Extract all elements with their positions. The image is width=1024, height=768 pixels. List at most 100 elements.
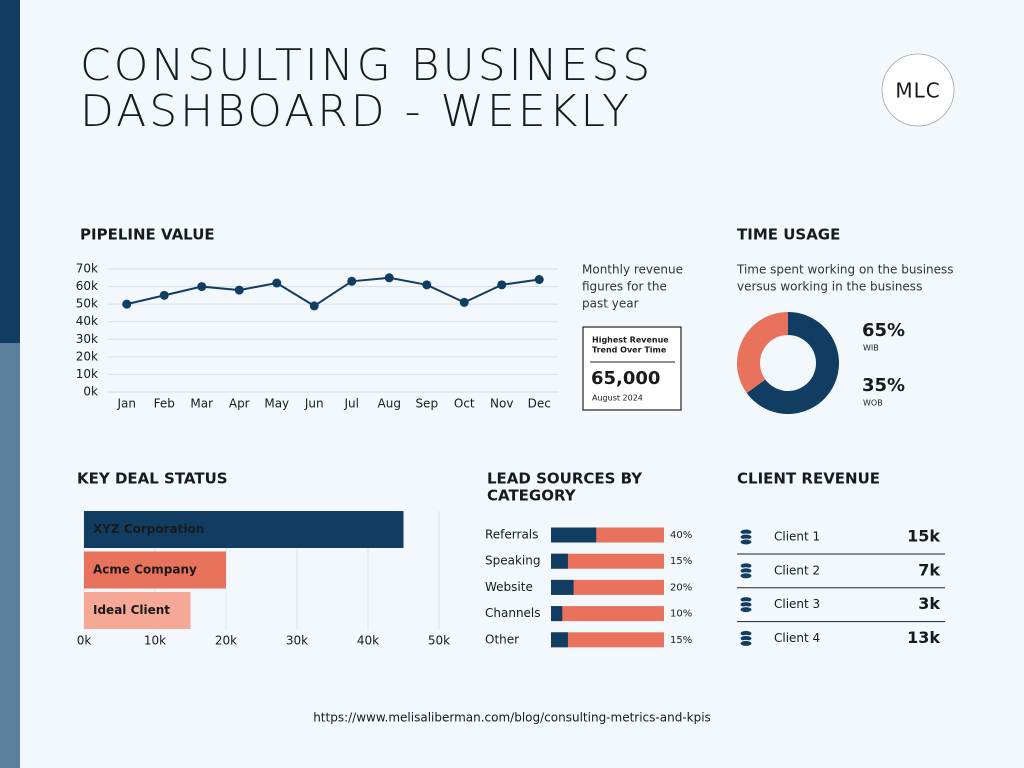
point — [272, 278, 282, 288]
bar-track — [551, 632, 664, 648]
icon-part — [739, 538, 753, 546]
icon-part — [739, 606, 753, 614]
legend-value: 65% — [862, 320, 905, 341]
highlight-value: 65,000 — [591, 368, 660, 389]
title: DASHBOARD - WEEKLY — [80, 86, 632, 137]
x-tick-label: Jul — [344, 397, 359, 411]
value-label: 40% — [670, 530, 692, 541]
client-name: Client 4 — [774, 631, 820, 645]
client-name: Client 1 — [774, 530, 820, 544]
x-tick-label: 30k — [286, 634, 308, 648]
client-icon — [739, 596, 753, 614]
y-tick-label: 30k — [76, 332, 98, 346]
x-tick-label: Aug — [378, 397, 401, 411]
point — [309, 301, 319, 311]
bar-label: XYZ Corporation — [93, 522, 204, 536]
value-label: 15% — [670, 556, 692, 567]
point — [197, 282, 207, 292]
legend-value: 35% — [862, 375, 905, 396]
x-tick-label: Dec — [528, 397, 551, 411]
section-title: TIME USAGE — [737, 226, 840, 244]
x-tick-label: Jan — [117, 397, 137, 411]
client-name: Client 3 — [774, 597, 820, 611]
y-tick-label: 60k — [76, 279, 98, 293]
bar-track — [551, 553, 664, 569]
legend-label: WOB — [863, 399, 883, 408]
section-title: CATEGORY — [487, 487, 577, 505]
x-tick-label: Nov — [490, 397, 513, 411]
legend-label: WIB — [863, 344, 879, 353]
x-tick-label: Sep — [415, 397, 438, 411]
client-value: 15k — [907, 527, 940, 546]
bar — [84, 551, 226, 589]
logo — [881, 53, 955, 127]
donut-slice — [746, 312, 840, 415]
logo-text: MLC — [895, 79, 940, 103]
y-tick-label: 0k — [83, 385, 98, 399]
highlight-box — [582, 326, 682, 411]
bar-track — [551, 606, 664, 622]
bar — [551, 606, 563, 622]
point — [122, 299, 132, 309]
x-tick-label: May — [264, 397, 289, 411]
x-tick-label: 20k — [215, 634, 237, 648]
bar — [551, 579, 574, 595]
x-tick-label: Mar — [190, 397, 213, 411]
x-tick-label: Oct — [454, 397, 475, 411]
section-title: PIPELINE VALUE — [80, 226, 215, 244]
category-label: Referrals — [485, 528, 538, 542]
value-label: 10% — [670, 609, 692, 620]
client-value: 13k — [907, 628, 940, 647]
section-title: CLIENT REVENUE — [737, 470, 880, 488]
category-label: Speaking — [485, 554, 540, 568]
category-label: Other — [485, 632, 519, 646]
client-icon — [739, 528, 753, 546]
x-tick-label: 50k — [428, 634, 450, 648]
donut-slice — [737, 312, 788, 393]
point — [422, 280, 432, 290]
x-tick-label: Apr — [229, 397, 250, 411]
bar-label: Acme Company — [93, 563, 197, 577]
highlight-heading: Trend Over Time — [592, 346, 667, 355]
point — [459, 297, 469, 307]
highlight-date: August 2024 — [592, 394, 643, 403]
icon-part — [739, 639, 753, 647]
value-label: 15% — [670, 635, 692, 646]
note: Monthly revenue — [582, 263, 683, 277]
highlight-heading: Highest Revenue — [592, 336, 669, 345]
bar-label: Ideal Client — [93, 603, 170, 617]
note: figures for the — [582, 280, 667, 294]
x-tick-label: Feb — [154, 397, 175, 411]
point — [159, 290, 169, 300]
client-icon — [739, 562, 753, 580]
category-label: Channels — [485, 606, 541, 620]
y-tick-label: 10k — [76, 367, 98, 381]
x-tick-label: 10k — [144, 634, 166, 648]
category-label: Website — [485, 580, 533, 594]
subtitle: versus working in the business — [737, 280, 922, 294]
footer-link[interactable]: https://www.melisaliberman.com/blog/cons… — [313, 711, 711, 725]
client-name: Client 2 — [774, 563, 820, 577]
bar — [551, 632, 568, 648]
note: past year — [582, 297, 639, 311]
title: CONSULTING BUSINESS — [80, 40, 653, 91]
bar — [84, 592, 191, 629]
bar — [551, 553, 568, 569]
y-tick-label: 20k — [76, 349, 98, 363]
point — [497, 280, 507, 290]
client-value: 7k — [918, 560, 940, 579]
y-tick-label: 70k — [76, 262, 98, 276]
y-tick-label: 40k — [76, 314, 98, 328]
bar-track — [551, 579, 664, 595]
section-title: KEY DEAL STATUS — [77, 470, 228, 488]
bar — [84, 511, 404, 548]
client-icon — [739, 629, 753, 647]
stripe — [0, 0, 20, 343]
x-tick-label: Jun — [304, 397, 324, 411]
point — [347, 276, 357, 286]
stripe — [0, 343, 20, 768]
value-label: 20% — [670, 582, 692, 593]
icon-part — [739, 572, 753, 580]
